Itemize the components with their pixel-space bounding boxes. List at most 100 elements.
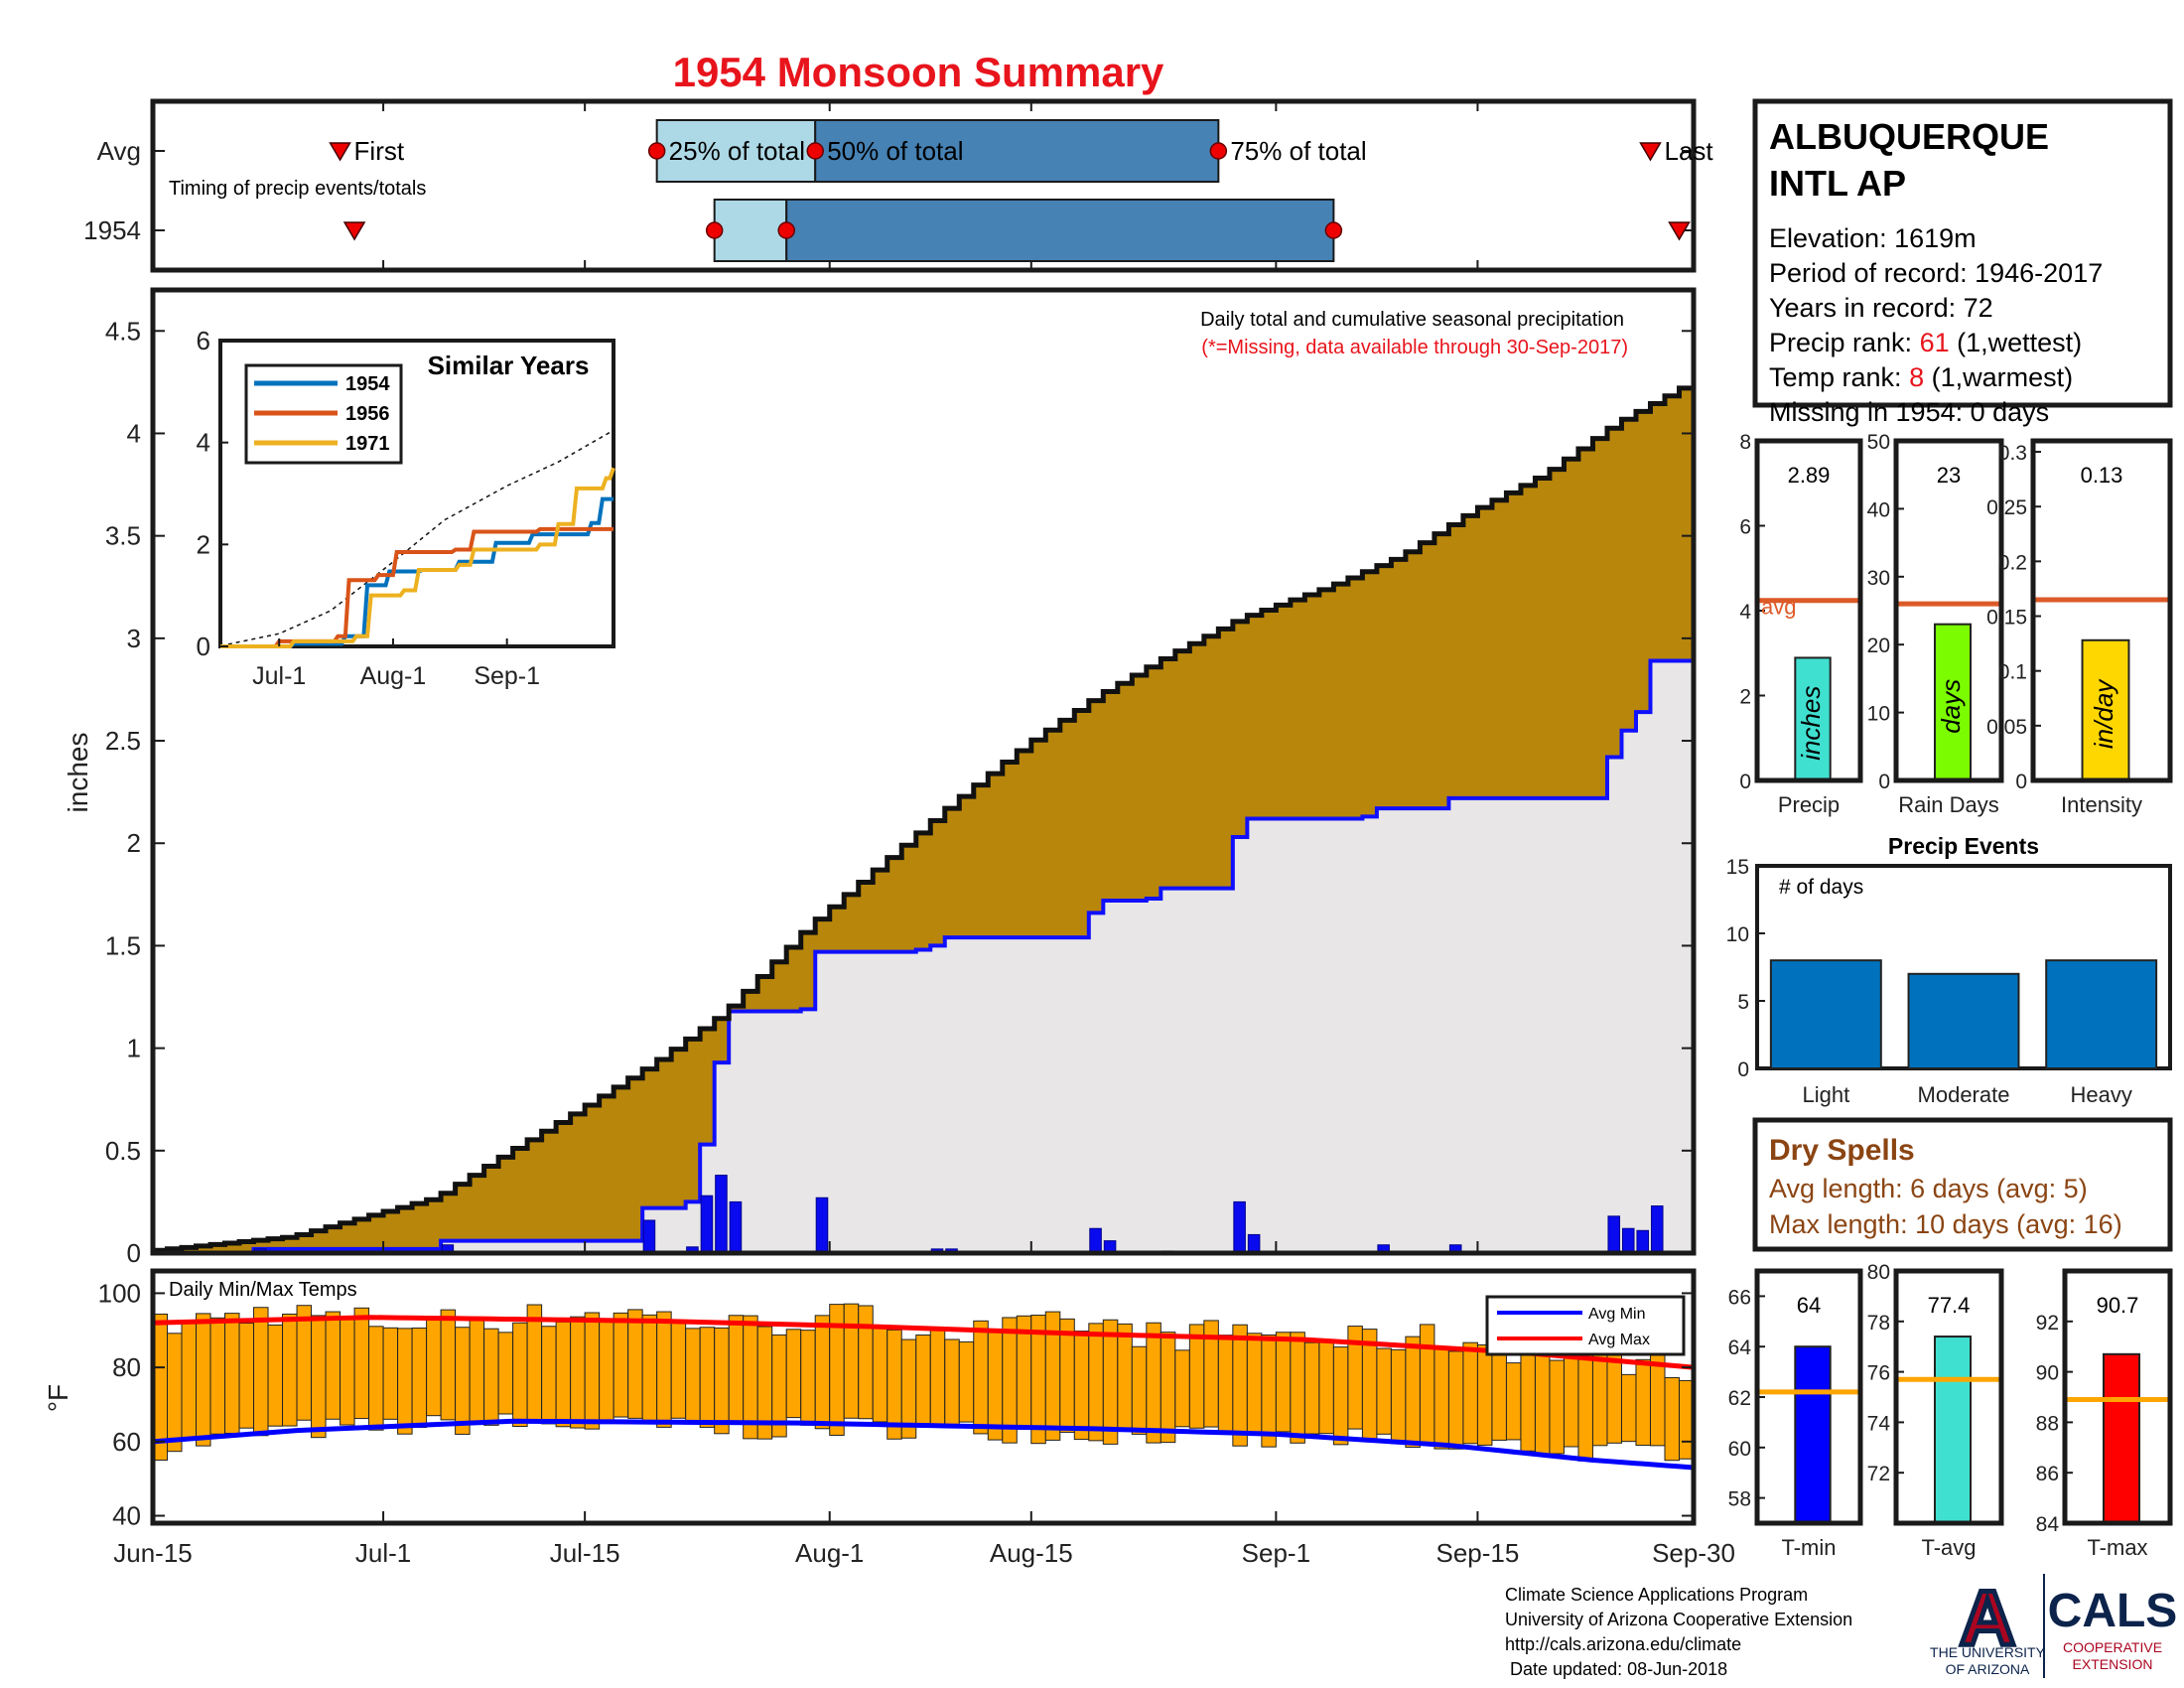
- temps-x-tick-label: Sep-1: [1242, 1538, 1310, 1568]
- timing-marker-p50: [777, 221, 795, 239]
- timing-row-label: Avg: [97, 136, 141, 166]
- precip-frame: [150, 287, 1697, 1256]
- timing-marker-first: [342, 221, 366, 241]
- stat-value-label: 77.4: [1928, 1293, 1971, 1318]
- similar-average-dotted: [219, 429, 614, 647]
- footer-line1: Climate Science Applications Program: [1505, 1585, 1808, 1605]
- stat-y-tick-label: 50: [1867, 431, 1890, 454]
- temps-x-tick-label: Aug-15: [990, 1538, 1073, 1568]
- daily-precip-bar: [729, 1200, 743, 1254]
- daily-temp-bar: [1131, 1345, 1148, 1435]
- dry-spells-max: Max length: 10 days (avg: 16): [1769, 1209, 2122, 1239]
- daily-temp-bar: [1174, 1349, 1190, 1428]
- daily-temp-bar: [1303, 1341, 1320, 1435]
- daily-temp-bar: [224, 1313, 240, 1434]
- temps-legend-label-min: Avg Min: [1588, 1306, 1646, 1323]
- stat-avg-label: avg: [1761, 595, 1796, 620]
- daily-temp-bar: [325, 1311, 341, 1420]
- footer-credits: Climate Science Applications Program Uni…: [1505, 1585, 1852, 1679]
- temps-x-tick-label: Jun-15: [113, 1538, 193, 1568]
- precip-y-axis-label: inches: [63, 733, 93, 813]
- daily-temp-bar: [483, 1328, 499, 1426]
- daily-temp-bar: [1261, 1334, 1277, 1448]
- daily-temp-bar: [958, 1340, 975, 1423]
- daily-temp-bar: [497, 1332, 514, 1415]
- similar-frame: [218, 339, 615, 648]
- precip-y-tick-label: 3: [127, 624, 141, 653]
- timing-marker-p50: [806, 142, 824, 160]
- precip-y-tick-label: 2: [127, 828, 141, 858]
- daily-temp-bar: [1232, 1324, 1248, 1447]
- daily-temp-bar: [814, 1315, 831, 1430]
- station-missing: Missing in 1954: 0 days: [1769, 397, 2049, 427]
- timing-label-first: First: [354, 136, 405, 166]
- precip-y-tick-label: 4.5: [105, 316, 141, 346]
- stat-panel-frame: [2062, 1268, 2173, 1526]
- station-years: Years in record: 72: [1769, 293, 1993, 323]
- deficit-area-band: [153, 387, 1695, 1254]
- footer-line4: Date updated: 08-Jun-2018: [1505, 1659, 1727, 1679]
- events-bar-light: [1769, 959, 1882, 1070]
- precip-y-tick-label: 3.5: [105, 521, 141, 551]
- timing-label-25: 25% of total: [669, 136, 805, 166]
- events-category-label: Moderate: [1918, 1082, 2010, 1107]
- events-bar-moderate: [1907, 972, 2020, 1069]
- cals-wordmark: CALS: [2048, 1585, 2178, 1637]
- daily-temp-bar: [670, 1322, 687, 1419]
- stat-y-tick-label: 66: [1728, 1286, 1751, 1309]
- daily-temp-bar: [1073, 1331, 1090, 1441]
- temps-y-axis-label: °F: [43, 1384, 73, 1412]
- precip-y-tick-label: 4: [127, 418, 141, 448]
- similar-y-tick-label: 4: [197, 428, 210, 458]
- precip-missing-note: (*=Missing, data available through 30-Se…: [1201, 337, 1628, 358]
- stat-value-label: 23: [1937, 463, 1961, 488]
- station-info-box: ALBUQUERQUE INTL AP Elevation: 1619m Per…: [1752, 98, 2173, 408]
- daily-temp-bar: [584, 1312, 601, 1430]
- stat-category-label: T-avg: [1921, 1535, 1976, 1560]
- stat-y-tick-label: 62: [1728, 1387, 1751, 1410]
- timing-box-50-75: [814, 119, 1220, 183]
- timing-marker-last: [1668, 221, 1691, 241]
- daily-temp-bar: [311, 1315, 327, 1439]
- stat-value-label: 0.13: [2081, 463, 2123, 488]
- similar-title: Similar Years: [428, 351, 590, 380]
- daily-temp-bar: [1505, 1362, 1522, 1441]
- daily-temp-bar: [1520, 1347, 1536, 1452]
- daily-temp-bar: [382, 1327, 399, 1420]
- daily-temp-bar: [209, 1317, 226, 1435]
- daily-temp-bar: [699, 1327, 716, 1428]
- stat-y-tick-label: 88: [2036, 1412, 2059, 1435]
- stat-y-tick-label: 30: [1867, 567, 1890, 590]
- similar-series-line-1971: [220, 467, 615, 648]
- cals-line2: EXTENSION: [2073, 1656, 2153, 1672]
- precip-y-tick-label: 1: [127, 1034, 141, 1063]
- stat-category-label: Precip: [1778, 792, 1840, 817]
- daily-temp-bar: [397, 1328, 413, 1435]
- daily-temp-bar: [1635, 1358, 1651, 1447]
- daily-precip-bar: [1650, 1205, 1664, 1254]
- stat-y-tick-label: 64: [1728, 1336, 1752, 1359]
- daily-precip-bar: [1636, 1229, 1650, 1254]
- ua-a-mark: A: [1960, 1574, 2015, 1661]
- stat-y-tick-label: 76: [1867, 1362, 1890, 1385]
- timing-box-50-75: [785, 199, 1335, 262]
- daily-temp-bar: [1088, 1323, 1104, 1442]
- timing-marker-p75: [1209, 142, 1228, 160]
- stat-bar-intensity: [2081, 638, 2130, 782]
- stat-value-label: 64: [1797, 1293, 1821, 1318]
- precip-y-tick-label: 0.5: [105, 1136, 141, 1166]
- temps-y-tick-label: 100: [98, 1278, 141, 1308]
- temps-panel: 40 60 80 100 Jun-15 Jul-1 Jul-15 Aug-1 Aug-15 Sep…: [43, 1268, 1735, 1568]
- similar-y-tick-label: 2: [197, 529, 210, 559]
- figure-title: 1954 Monsoon Summary: [673, 49, 1164, 95]
- stat-y-tick-label: 0: [1739, 771, 1751, 793]
- daily-temp-bar: [1577, 1346, 1593, 1462]
- events-bar-heavy: [2045, 959, 2158, 1070]
- similar-x-tick-label: Aug-1: [360, 662, 427, 690]
- stat-y-tick-label: 58: [1728, 1488, 1751, 1511]
- stat-bar-precip: [1794, 656, 1832, 782]
- daily-temp-bar: [1563, 1355, 1579, 1448]
- timing-label-75: 75% of total: [1230, 136, 1366, 166]
- cals-line1: COOPERATIVE: [2063, 1639, 2162, 1655]
